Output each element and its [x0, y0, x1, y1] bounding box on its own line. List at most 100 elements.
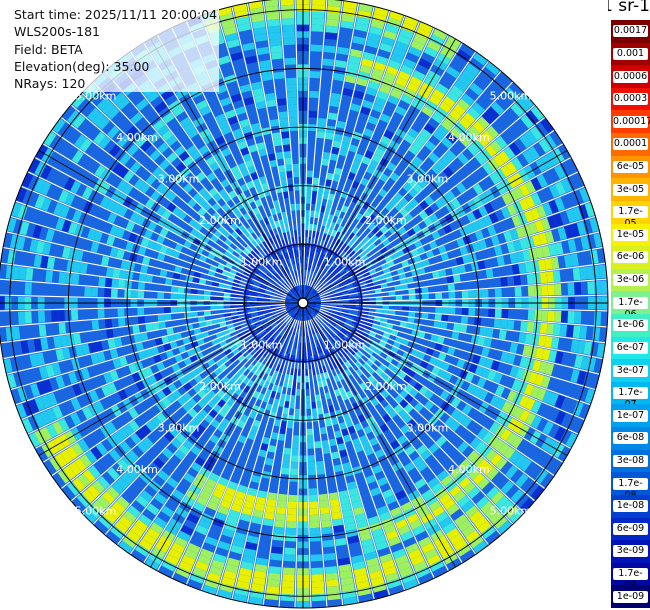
range-gate: [98, 135, 111, 149]
range-gate: [399, 207, 409, 217]
range-gate: [255, 213, 263, 222]
range-gate: [230, 503, 242, 513]
range-gate: [461, 93, 475, 106]
range-gate: [304, 250, 307, 257]
range-gate: [537, 335, 547, 347]
range-gate: [409, 76, 423, 87]
range-gate: [358, 525, 370, 535]
range-gate: [157, 292, 165, 299]
range-gate: [380, 225, 389, 234]
range-gate: [291, 314, 296, 320]
range-gate: [309, 299, 316, 302]
range-gate: [251, 516, 263, 525]
ray-line: [308, 15, 406, 287]
range-gate: [221, 19, 236, 30]
range-gate: [482, 162, 494, 175]
range-gate: [280, 420, 287, 428]
range-gate: [299, 316, 302, 323]
range-gate: [297, 315, 300, 323]
range-gate: [311, 593, 326, 602]
range-ring-label: 2.00km: [199, 380, 241, 393]
range-gate: [135, 342, 144, 352]
range-gate: [484, 505, 499, 519]
range-gate: [328, 112, 338, 121]
range-gate: [276, 335, 283, 343]
range-gate: [241, 125, 252, 134]
range-gate: [275, 513, 286, 522]
range-gate: [367, 213, 376, 222]
range-gate: [493, 372, 503, 384]
range-gate: [140, 424, 152, 436]
range-gate: [171, 438, 182, 449]
range-gate: [306, 315, 310, 322]
range-gate: [266, 262, 273, 270]
range-gate: [288, 110, 298, 118]
range-gate: [195, 171, 206, 182]
range-gate: [404, 213, 414, 222]
range-gate: [230, 293, 238, 298]
range-gate: [390, 53, 404, 64]
range-gate: [352, 265, 360, 272]
range-gate: [184, 423, 195, 434]
range-gate: [94, 341, 103, 352]
range-gate: [290, 468, 298, 476]
range-gate: [385, 202, 394, 212]
range-gate: [254, 564, 268, 573]
range-gate: [187, 542, 201, 554]
ray-line: [319, 310, 579, 435]
range-gate: [514, 286, 522, 297]
range-gate: [248, 262, 256, 269]
range-gate: [289, 401, 295, 409]
range-gate: [178, 345, 187, 354]
range-gate: [316, 131, 325, 139]
range-gate: [288, 104, 298, 112]
colorbar-tick-label: 0.00017: [613, 115, 650, 128]
range-gate: [316, 339, 321, 347]
range-gate: [252, 316, 260, 321]
range-gate: [520, 94, 535, 109]
range-gate: [305, 375, 309, 383]
range-gate: [572, 325, 581, 339]
range-gate: [5, 327, 14, 341]
range-gate: [230, 222, 239, 231]
range-gate: [228, 272, 236, 279]
range-gate: [514, 454, 527, 468]
range-gate: [154, 337, 163, 346]
range-gate: [416, 444, 428, 456]
range-gate: [519, 457, 532, 472]
range-gate: [21, 172, 34, 188]
range-gate: [265, 403, 273, 411]
range-gate: [333, 273, 340, 279]
range-gate: [500, 206, 511, 219]
ray-line: [361, 313, 603, 360]
range-gate: [505, 432, 518, 445]
range-gate: [445, 149, 457, 161]
range-gate: [440, 321, 448, 329]
range-gate: [509, 342, 518, 354]
range-gate: [6, 373, 17, 389]
range-gate: [157, 252, 166, 261]
range-gate: [436, 336, 445, 344]
range-gate: [428, 443, 440, 454]
range-gate: [506, 241, 516, 253]
range-gate: [177, 306, 184, 313]
range-gate: [347, 314, 355, 318]
range-gate: [197, 197, 207, 207]
range-gate: [305, 290, 309, 297]
range-gate: [441, 137, 453, 149]
range-gate: [275, 318, 282, 324]
range-gate: [394, 285, 402, 291]
range-gate: [67, 110, 81, 125]
range-gate: [456, 49, 471, 62]
range-gate: [10, 202, 22, 218]
range-gate: [408, 288, 416, 295]
range-gate: [415, 261, 424, 269]
range-gate: [112, 431, 124, 444]
range-gate: [291, 296, 298, 301]
range-gate: [362, 396, 371, 405]
range-gate: [476, 458, 489, 472]
range-gate: [257, 392, 265, 401]
range-gate: [465, 63, 480, 77]
range-gate: [481, 525, 496, 539]
range-gate: [91, 320, 100, 330]
